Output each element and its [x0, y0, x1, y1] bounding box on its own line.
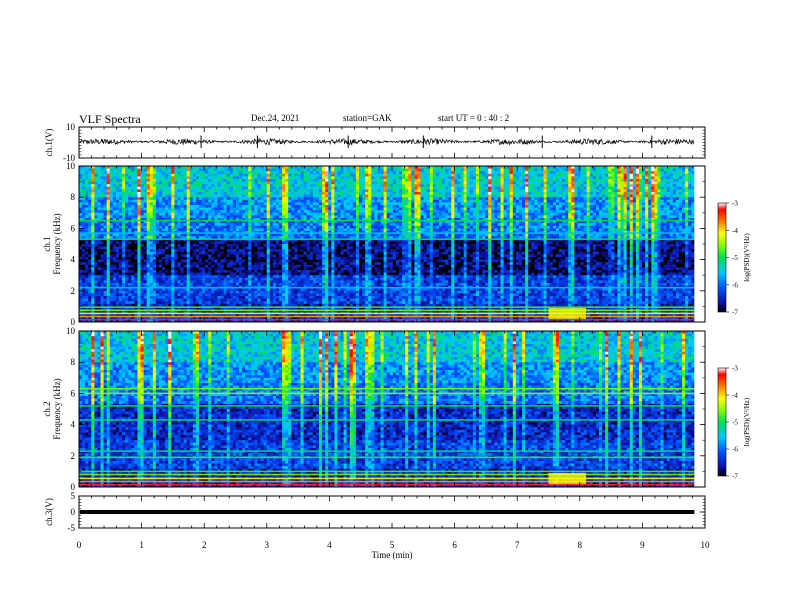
- ylabel: ch.1: [42, 236, 52, 251]
- colorbar-label: log(PSD)(V²/Hz): [743, 397, 751, 446]
- xtick-label: 2: [202, 540, 207, 550]
- ylabel: ch.2: [42, 401, 52, 416]
- date-label: Dec.24, 2021: [251, 113, 299, 123]
- xtick-label: 9: [640, 540, 645, 550]
- spectrogram-1: [79, 166, 705, 323]
- colorbar-label: log(PSD)(V²/Hz): [743, 233, 751, 282]
- colorbar-tick-label: -5: [732, 419, 738, 427]
- ytick-label: 6: [71, 388, 76, 398]
- ytick-label: -5: [68, 523, 76, 533]
- xtick-label: 10: [701, 540, 711, 550]
- xtick-label: 0: [77, 540, 82, 550]
- xtick-label: 8: [578, 540, 583, 550]
- xaxis-label: Time (min): [372, 550, 413, 560]
- colorbar-tick-label: -7: [732, 309, 738, 317]
- ytick-label: 5: [71, 491, 76, 501]
- panel-frame-0: [78, 126, 706, 159]
- colorbar-tick-label: -4: [732, 227, 738, 235]
- ytick-label: 4: [71, 420, 76, 430]
- colorbar-2: [717, 367, 729, 477]
- ytick-label: 6: [71, 223, 76, 233]
- colorbar-tick-label: -4: [732, 392, 738, 400]
- xtick-label: 5: [390, 540, 395, 550]
- colorbar-tick-label: -5: [732, 254, 738, 262]
- xtick-label: 7: [515, 540, 520, 550]
- ylabel: ch.3(V): [44, 498, 54, 526]
- ytick-label: 8: [71, 357, 76, 367]
- panel-frame-3: [78, 495, 706, 529]
- ylabel: Frequency (kHz): [52, 213, 62, 274]
- ytick-label: -10: [63, 153, 75, 163]
- ylabel: ch.1(V): [44, 129, 54, 157]
- ylabel: Frequency (kHz): [52, 378, 62, 439]
- xtick-label: 3: [265, 540, 270, 550]
- ytick-label: 4: [71, 255, 76, 265]
- ytick-label: 8: [71, 192, 76, 202]
- xtick-label: 1: [139, 540, 144, 550]
- ytick-label: 10: [66, 122, 76, 132]
- colorbar-tick-label: -7: [732, 473, 738, 481]
- ytick-label: 0: [71, 317, 76, 327]
- panel-frame-1: [78, 165, 706, 323]
- colorbar-tick-label: -3: [732, 365, 738, 373]
- station-label: station=GAK: [343, 113, 392, 123]
- ytick-label: 0: [71, 482, 76, 492]
- colorbar-tick-label: -3: [732, 200, 738, 208]
- ytick-label: 2: [71, 451, 76, 461]
- ch1-waveform-trace: [79, 137, 695, 146]
- xtick-label: 6: [452, 540, 457, 550]
- panel-frame-2: [78, 330, 706, 488]
- colorbar-tick-label: -6: [732, 281, 738, 289]
- spectrogram-2: [79, 331, 705, 488]
- colorbar-tick-label: -6: [732, 446, 738, 454]
- figure-title: VLF Spectra: [79, 112, 141, 127]
- start-time-label: start UT = 0 : 40 : 2: [438, 113, 509, 123]
- ytick-label: 0: [71, 507, 76, 517]
- ytick-label: 2: [71, 286, 76, 296]
- xtick-label: 4: [327, 540, 332, 550]
- ytick-label: 10: [66, 161, 76, 171]
- colorbar-1: [717, 202, 729, 313]
- ytick-label: 10: [66, 326, 76, 336]
- ch3-waveform-trace: [80, 510, 695, 514]
